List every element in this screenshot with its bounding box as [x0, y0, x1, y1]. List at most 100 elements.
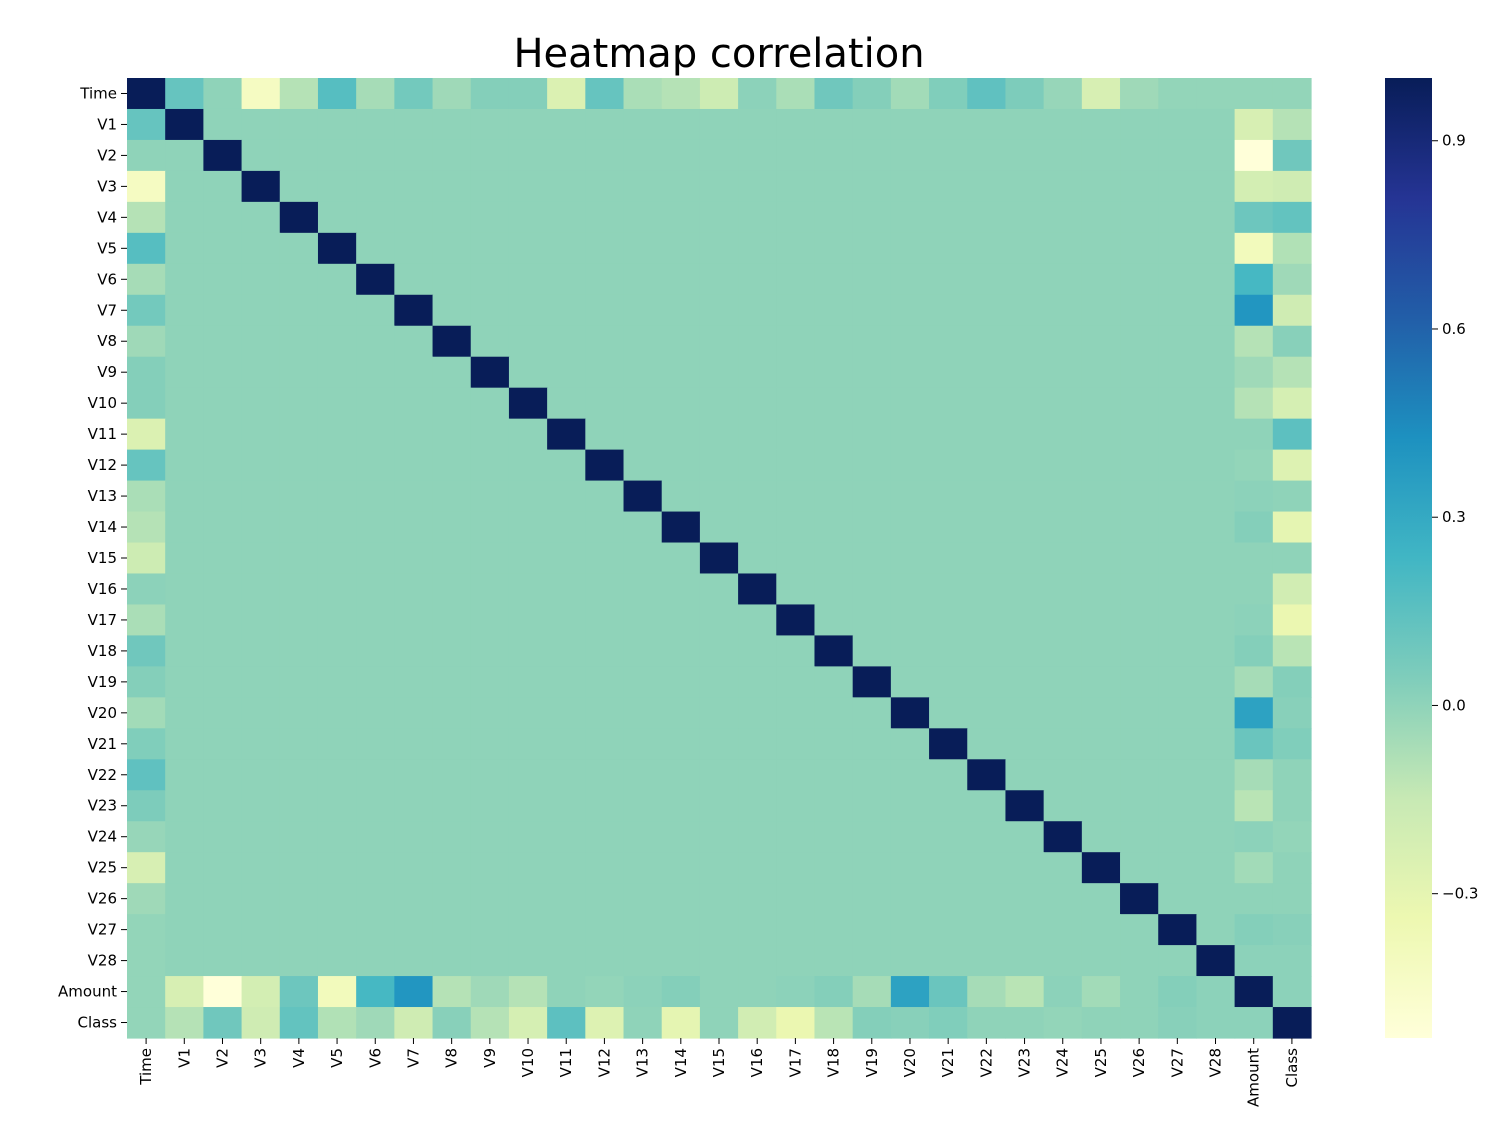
heatmap-cell [394, 666, 434, 698]
heatmap-cell [699, 728, 739, 760]
heatmap-cell [127, 604, 166, 637]
heatmap-cell [814, 759, 854, 791]
heatmap-cell [203, 976, 243, 1008]
heatmap-cell [1081, 976, 1121, 1008]
colorbar-tick-label: 0.3 [1442, 508, 1466, 526]
heatmap-cell [241, 604, 281, 637]
heatmap-cell [127, 449, 166, 482]
heatmap-cell [967, 852, 1007, 884]
heatmap-cell [1196, 449, 1236, 482]
heatmap-cell [1043, 170, 1083, 203]
heatmap-cell [890, 542, 930, 575]
heatmap-cell [661, 201, 701, 234]
heatmap-cell [1043, 1007, 1083, 1039]
heatmap-cell [661, 604, 701, 637]
heatmap-cell [317, 418, 357, 451]
heatmap-cell [279, 759, 319, 791]
heatmap-cell [623, 387, 663, 420]
heatmap-cell [661, 511, 701, 544]
y-tick-label: V7 [97, 301, 117, 319]
colorbar-tick-label: 0.9 [1442, 132, 1466, 150]
heatmap-cell [127, 201, 166, 234]
heatmap-cell [890, 325, 930, 358]
heatmap-cell [394, 604, 434, 637]
heatmap-cell [1158, 263, 1198, 296]
heatmap-cell [699, 976, 739, 1008]
heatmap-cell [279, 790, 319, 822]
heatmap-cell [1081, 108, 1121, 141]
heatmap-cell [814, 78, 854, 110]
heatmap-cell [508, 108, 548, 141]
heatmap-cell [432, 852, 472, 884]
heatmap-cell [699, 387, 739, 420]
heatmap-cell [699, 790, 739, 822]
heatmap-cell [279, 914, 319, 946]
heatmap-cell [852, 325, 892, 358]
x-tick-label: V6 [366, 1048, 384, 1068]
heatmap-cell [1043, 356, 1083, 389]
heatmap-cell [165, 1007, 204, 1039]
heatmap-cell [394, 976, 434, 1008]
heatmap-cell [699, 666, 739, 698]
heatmap-cell [814, 914, 854, 946]
heatmap-cell [814, 697, 854, 729]
heatmap-cell [699, 325, 739, 358]
heatmap-cell [890, 170, 930, 203]
heatmap-cell [890, 356, 930, 389]
heatmap-cell [1196, 976, 1236, 1008]
heatmap-cell [470, 914, 510, 946]
heatmap-cell [852, 263, 892, 296]
heatmap-cell [738, 418, 777, 451]
y-tick-label: V8 [97, 332, 117, 350]
heatmap-cell [1081, 728, 1121, 760]
heatmap-cell [1234, 418, 1274, 451]
heatmap-cell [890, 139, 930, 172]
y-tick-label: V20 [88, 704, 117, 722]
heatmap-cell [127, 263, 166, 296]
heatmap-cell [1120, 790, 1159, 822]
heatmap-cell [1043, 573, 1083, 606]
heatmap-cell [661, 945, 701, 977]
heatmap-cell [1234, 511, 1274, 544]
heatmap-cell [470, 852, 510, 884]
heatmap-cell [1196, 542, 1236, 575]
heatmap-cell [203, 201, 243, 234]
heatmap-cell [1234, 635, 1274, 667]
heatmap-cell [508, 480, 548, 513]
heatmap-cell [585, 387, 625, 420]
heatmap-cell [165, 542, 204, 575]
heatmap-cell [547, 356, 586, 389]
heatmap-cell [317, 945, 357, 977]
heatmap-cell [814, 449, 854, 482]
heatmap-cell [241, 790, 281, 822]
heatmap-cell [279, 480, 319, 513]
heatmap-cell [623, 821, 663, 853]
heatmap-cell [699, 108, 739, 141]
heatmap-cell [738, 759, 777, 791]
heatmap-cell [1196, 883, 1236, 915]
heatmap-cell [394, 728, 434, 760]
heatmap-cell [547, 604, 586, 637]
heatmap-cell [661, 852, 701, 884]
y-tick-label: V14 [88, 518, 117, 536]
heatmap-cell [127, 852, 166, 884]
heatmap-cell [127, 139, 166, 172]
heatmap-cell [852, 697, 892, 729]
heatmap-cell [1120, 325, 1159, 358]
heatmap-cell [432, 604, 472, 637]
heatmap-cell [203, 232, 243, 265]
heatmap-cell [432, 914, 472, 946]
heatmap-cell [1043, 78, 1083, 110]
heatmap-cell [776, 449, 816, 482]
heatmap-cell [776, 170, 816, 203]
heatmap-cell [890, 573, 930, 606]
heatmap-cell [890, 201, 930, 234]
heatmap-cell [1005, 790, 1045, 822]
heatmap-cell [814, 170, 854, 203]
heatmap-cell [317, 294, 357, 327]
heatmap-cell [738, 883, 777, 915]
heatmap-cell [585, 883, 625, 915]
heatmap-cell [508, 790, 548, 822]
heatmap-cell [623, 542, 663, 575]
